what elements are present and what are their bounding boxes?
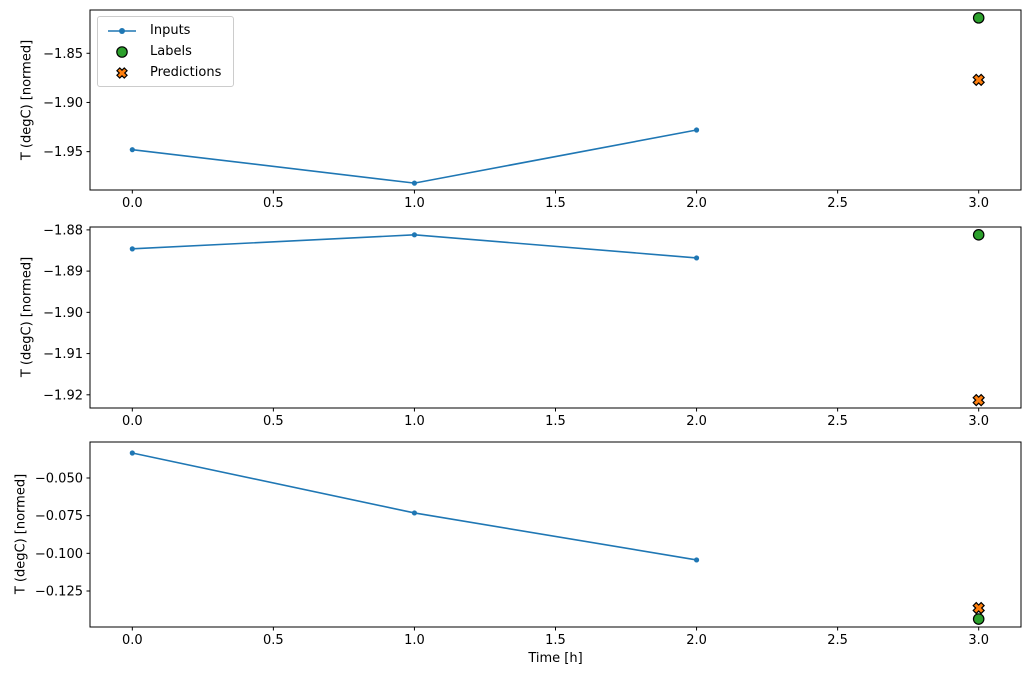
inputs-point — [411, 180, 418, 186]
inputs-point — [129, 147, 135, 153]
x-tick-label: 2.5 — [827, 196, 848, 211]
x-tick-label: 0.0 — [122, 414, 143, 429]
predictions-x-icon — [116, 66, 128, 79]
legend-label-inputs: Inputs — [150, 23, 191, 38]
y-tick-label: −1.95 — [43, 145, 83, 160]
x-tick-label: 2.5 — [827, 414, 848, 429]
x-tick-label: 1.5 — [545, 633, 566, 648]
x-axis-label: Time [h] — [528, 651, 583, 666]
x-tick-label: 3.0 — [968, 633, 989, 648]
x-tick-label: 2.0 — [686, 633, 707, 648]
x-tick-label: 2.0 — [686, 196, 707, 211]
axes-frame — [89, 9, 1022, 191]
legend-item-inputs: Inputs — [105, 20, 221, 41]
legend-item-predictions: Predictions — [105, 62, 221, 83]
y-tick-label: −1.91 — [43, 347, 83, 362]
predictions-marker — [972, 393, 986, 407]
legend-label-predictions: Predictions — [150, 65, 222, 80]
x-tick-label: 2.5 — [827, 633, 848, 648]
x-tick-label: 0.5 — [263, 414, 284, 429]
y-axis-label-middle: T (degC) [normed] — [19, 256, 35, 378]
y-axis-label-top: T (degC) [normed] — [19, 39, 35, 161]
legend: Inputs Labels Predictions — [97, 16, 235, 87]
x-tick-label: 3.0 — [968, 414, 989, 429]
legend-label-labels: Labels — [150, 44, 192, 59]
y-axis-label-bottom: T (degC) [normed] — [13, 473, 29, 595]
subplot-2: 0.0 0.5 1.0 1.5 2.0 2.5 3.0 −1.88 −1.89 −1.90 −1.9… — [43, 223, 1022, 429]
labels-circle-icon — [116, 45, 128, 58]
y-tick-label: −0.125 — [35, 584, 83, 599]
x-tick-label: 1.0 — [404, 633, 425, 648]
inputs-point — [693, 255, 700, 261]
y-tick-label: −0.100 — [35, 547, 83, 562]
inputs-point — [129, 450, 135, 456]
predictions-marker — [972, 73, 986, 87]
subplot-3: 0.0 0.5 1.0 1.5 2.0 2.5 3.0 −0.050 −0.075 −0.100 −… — [35, 441, 1022, 648]
y-tick-label: −1.89 — [43, 265, 83, 280]
x-tick-label: 0.5 — [263, 633, 284, 648]
axes-frame — [89, 226, 1022, 409]
predictions-marker — [972, 601, 986, 615]
inputs-point — [129, 246, 135, 252]
x-tick-label: 0.5 — [263, 196, 284, 211]
y-tick-label: −1.90 — [43, 306, 83, 321]
x-tick-label: 3.0 — [968, 196, 989, 211]
y-tick-label: −0.050 — [35, 472, 83, 487]
axes-frame — [89, 441, 1022, 628]
x-tick-label: 2.0 — [686, 414, 707, 429]
x-tick-label: 1.0 — [404, 414, 425, 429]
labels-marker — [972, 229, 985, 241]
subplot-1: 0.0 0.5 1.0 1.5 2.0 2.5 3.0 −1.85 −1.90 −1.95 — [43, 9, 1022, 211]
y-tick-label: −1.88 — [43, 223, 83, 238]
inputs-line-icon — [108, 27, 136, 34]
x-tick-label: 1.0 — [404, 196, 425, 211]
labels-marker — [972, 12, 985, 24]
inputs-point — [411, 232, 418, 238]
y-tick-label: −1.85 — [43, 47, 83, 62]
y-tick-label: −1.90 — [43, 96, 83, 111]
x-tick-label: 1.5 — [545, 414, 566, 429]
x-tick-label: 0.0 — [122, 196, 143, 211]
inputs-point — [693, 557, 700, 563]
inputs-point — [693, 127, 700, 133]
legend-item-labels: Labels — [105, 41, 221, 62]
y-tick-label: −0.075 — [35, 509, 83, 524]
y-tick-label: −1.92 — [43, 388, 83, 403]
inputs-point — [411, 510, 418, 516]
x-tick-label: 0.0 — [122, 633, 143, 648]
labels-marker — [972, 613, 985, 625]
x-tick-label: 1.5 — [545, 196, 566, 211]
